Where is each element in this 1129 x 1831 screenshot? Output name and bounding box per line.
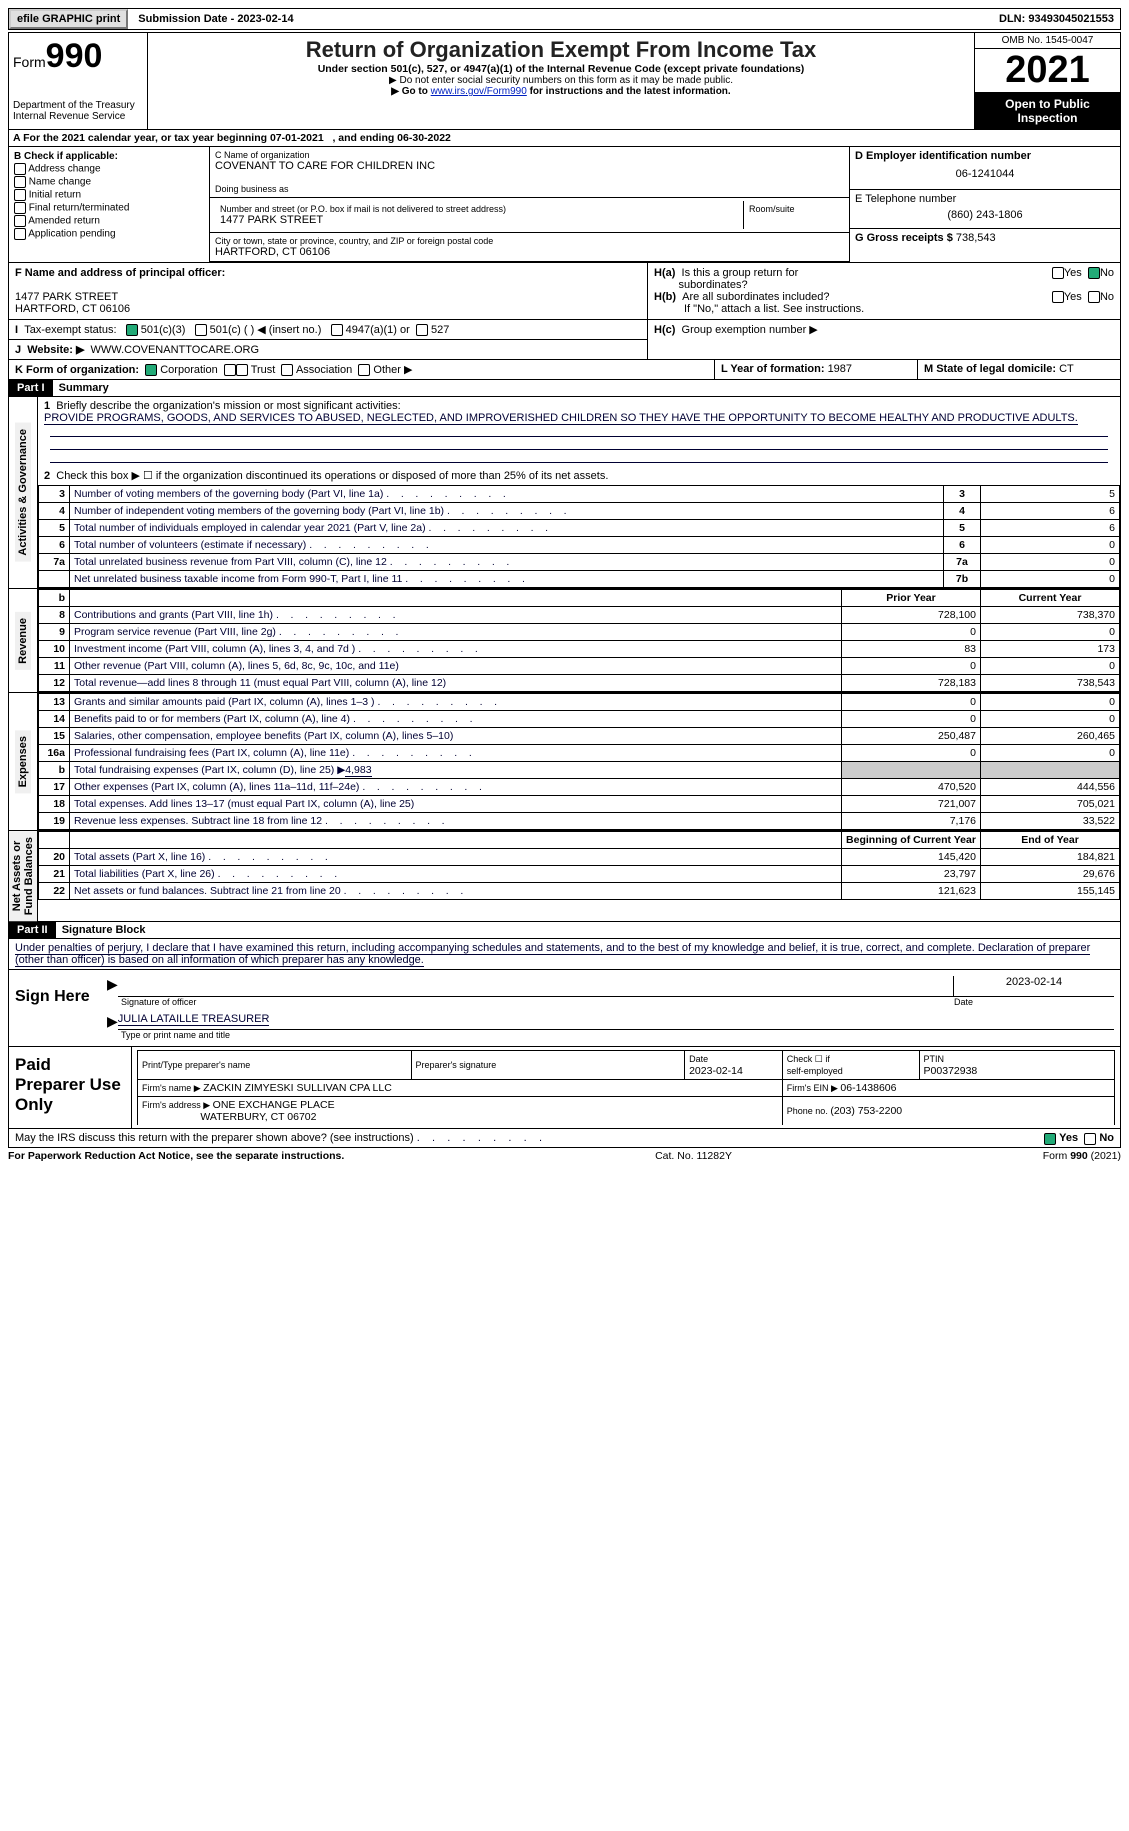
street: 1477 PARK STREET [220, 214, 738, 226]
sign-here: Sign Here ▶2023-02-14 Signature of offic… [8, 970, 1121, 1047]
irs-label: Internal Revenue Service [13, 111, 143, 122]
col-d: D Employer identification number06-12410… [849, 147, 1120, 262]
section-fh: F Name and address of principal officer:… [8, 263, 1121, 320]
subtitle-1: Under section 501(c), 527, or 4947(a)(1)… [152, 63, 970, 75]
website: WWW.COVENANTTOCARE.ORG [91, 344, 259, 356]
expenses-section: Expenses 13Grants and similar amounts pa… [8, 693, 1121, 831]
col-b: B Check if applicable: Address change Na… [9, 147, 210, 262]
summary-table-1: 3Number of voting members of the governi… [38, 485, 1120, 588]
form-number: Form990 [13, 37, 143, 76]
subtitle-3: ▶ Go to www.irs.gov/Form990 for instruct… [152, 86, 970, 97]
org-name: COVENANT TO CARE FOR CHILDREN INC [215, 160, 844, 172]
dln: DLN: 93493045021553 [993, 11, 1120, 27]
phone: (860) 243-1806 [855, 205, 1115, 225]
section-ij: I Tax-exempt status: 501(c)(3) 501(c) ( … [8, 320, 1121, 360]
page-footer: For Paperwork Reduction Act Notice, see … [8, 1150, 1121, 1162]
dept-label: Department of the Treasury [13, 100, 143, 111]
city: HARTFORD, CT 06106 [215, 246, 844, 258]
form-title: Return of Organization Exempt From Incom… [152, 37, 970, 63]
activities-section: Activities & Governance 1 Briefly descri… [8, 397, 1121, 589]
top-bar: efile GRAPHIC print Submission Date - 20… [8, 8, 1121, 30]
gross-receipts: 738,543 [956, 232, 996, 244]
may-irs: May the IRS discuss this return with the… [8, 1129, 1121, 1148]
irs-link[interactable]: www.irs.gov/Form990 [431, 86, 527, 97]
subtitle-2: ▶ Do not enter social security numbers o… [152, 75, 970, 86]
open-inspection: Open to PublicInspection [975, 93, 1120, 129]
part2-header: Part II Signature Block [8, 922, 1121, 939]
perjury-text: Under penalties of perjury, I declare th… [8, 939, 1121, 970]
ein: 06-1241044 [855, 162, 1115, 186]
part1-header: Part I Summary [8, 380, 1121, 397]
efile-print-button[interactable]: efile GRAPHIC print [9, 9, 128, 29]
section-bcd: B Check if applicable: Address change Na… [8, 147, 1121, 263]
section-klm: K Form of organization: Corporation Trus… [8, 360, 1121, 380]
tax-year: 2021 [975, 49, 1120, 93]
mission: PROVIDE PROGRAMS, GOODS, AND SERVICES TO… [44, 412, 1078, 425]
form-header: Form990 Department of the Treasury Inter… [8, 32, 1121, 130]
omb-number: OMB No. 1545-0047 [975, 33, 1120, 49]
paid-preparer: Paid Preparer Use Only Print/Type prepar… [8, 1047, 1121, 1129]
calendar-year-row: A For the 2021 calendar year, or tax yea… [8, 130, 1121, 147]
col-c: C Name of organizationCOVENANT TO CARE F… [210, 147, 849, 262]
netassets-section: Net Assets or Fund Balances Beginning of… [8, 831, 1121, 922]
revenue-section: Revenue bPrior YearCurrent Year 8Contrib… [8, 589, 1121, 693]
submission-date: Submission Date - 2023-02-14 [132, 11, 299, 27]
